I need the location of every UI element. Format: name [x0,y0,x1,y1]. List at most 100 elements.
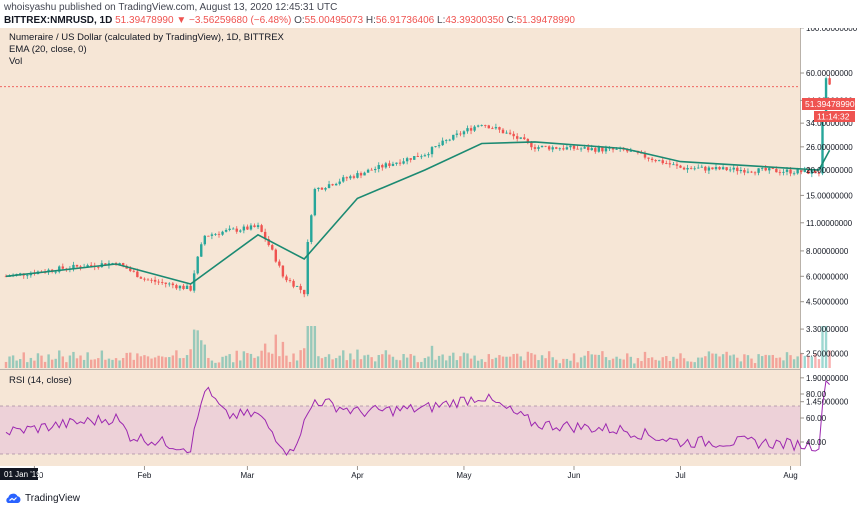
candle-body [72,264,75,269]
volume-bar [366,354,370,368]
volume-bar [693,362,696,368]
candle-body [459,133,462,135]
candle-body [608,147,611,149]
volume-bar [540,355,544,368]
candle-body [224,229,228,232]
volume-bar [313,326,317,368]
volume-bar [317,356,320,368]
candle-body [381,165,384,168]
volume-bar [551,357,554,368]
candle-body [267,239,270,246]
candle-body [118,263,121,266]
volume-bar [228,354,231,368]
candle-body [782,171,785,173]
candle-body [775,168,778,173]
volume-bar [356,349,359,368]
volume-bar [672,356,675,368]
candle-body [462,131,466,135]
volume-bar [562,358,565,368]
volume-bar [19,359,22,368]
candle-body [139,277,143,279]
candle-body [778,172,782,174]
candle-body [58,266,61,272]
volume-bar [82,359,86,368]
candle-body [313,189,317,216]
candle-body [626,149,629,152]
volume-bar [342,350,345,368]
volume-bar [61,356,64,368]
tradingview-logo[interactable]: TradingView [4,492,80,504]
volume-bar [576,362,579,368]
volume-bar [668,360,672,368]
main-pane[interactable] [0,28,800,369]
volume-bar [267,352,270,368]
low-value: 43.39300350 [445,15,504,26]
candle-body [210,234,214,236]
volume-bar [718,356,721,368]
candle-body [317,187,320,190]
volume-bar [224,355,228,368]
volume-bar [498,355,501,368]
candle-body [757,168,760,173]
volume-bar [689,361,693,368]
candle-body [601,147,604,152]
candle-body [182,285,185,289]
volume-bar [235,350,238,368]
volume-bar [480,359,483,368]
candle-body [143,278,146,280]
volume-bar [682,358,686,368]
candle-body [235,228,238,232]
volume-bar [764,354,767,368]
candle-body [374,168,377,171]
candle-body [331,184,334,186]
candle-body [689,167,693,169]
candle-body [203,235,206,245]
candle-body [743,169,746,173]
volume-bar [697,357,700,368]
volume-bar [4,361,8,368]
volume-bar [459,356,462,368]
volume-bar [310,326,313,368]
candle-body [562,148,565,150]
last-price-tag [802,98,855,110]
candle-body [466,128,469,132]
candle-body [753,172,757,174]
candle-body [405,158,409,162]
candle-body [263,231,267,240]
candle-body [800,169,803,173]
volume-bar [416,362,419,368]
volume-bar [413,355,416,368]
volume-bar [665,355,668,368]
price-tick-label: 1.45000000 [806,398,849,407]
price-chart[interactable]: 150.00000000100.0000000060.0000000044.00… [0,28,860,487]
rsi-tick-label: 40.00 [806,438,827,447]
candle-body [285,276,288,281]
candle-body [516,136,519,139]
candle-body [402,161,405,164]
candle-body [370,169,373,171]
volume-bar [714,353,718,368]
volume-bar [132,359,135,368]
volume-bar [352,359,356,368]
candle-body [693,168,696,170]
volume-bar [50,359,54,368]
volume-bar [746,355,750,368]
volume-bar [640,361,643,368]
candle-body [821,112,824,174]
candle-body [505,132,508,134]
price-tick-label: 34.00000000 [806,119,853,128]
candle-body [590,148,593,151]
candle-body [175,285,178,289]
volume-bar [334,358,338,368]
price-tick-label: 15.00000000 [806,191,853,200]
candle-body [476,125,480,127]
volume-bar [345,360,348,368]
volume-bar [455,360,459,368]
volume-bar [725,351,728,368]
volume-bar [249,353,253,368]
volume-bar [753,363,757,368]
candle-body [398,162,402,164]
volume-bar [217,362,221,368]
rsi-axis[interactable]: 80.00 60.00 40.00 [800,390,827,447]
candle-body [484,125,487,126]
